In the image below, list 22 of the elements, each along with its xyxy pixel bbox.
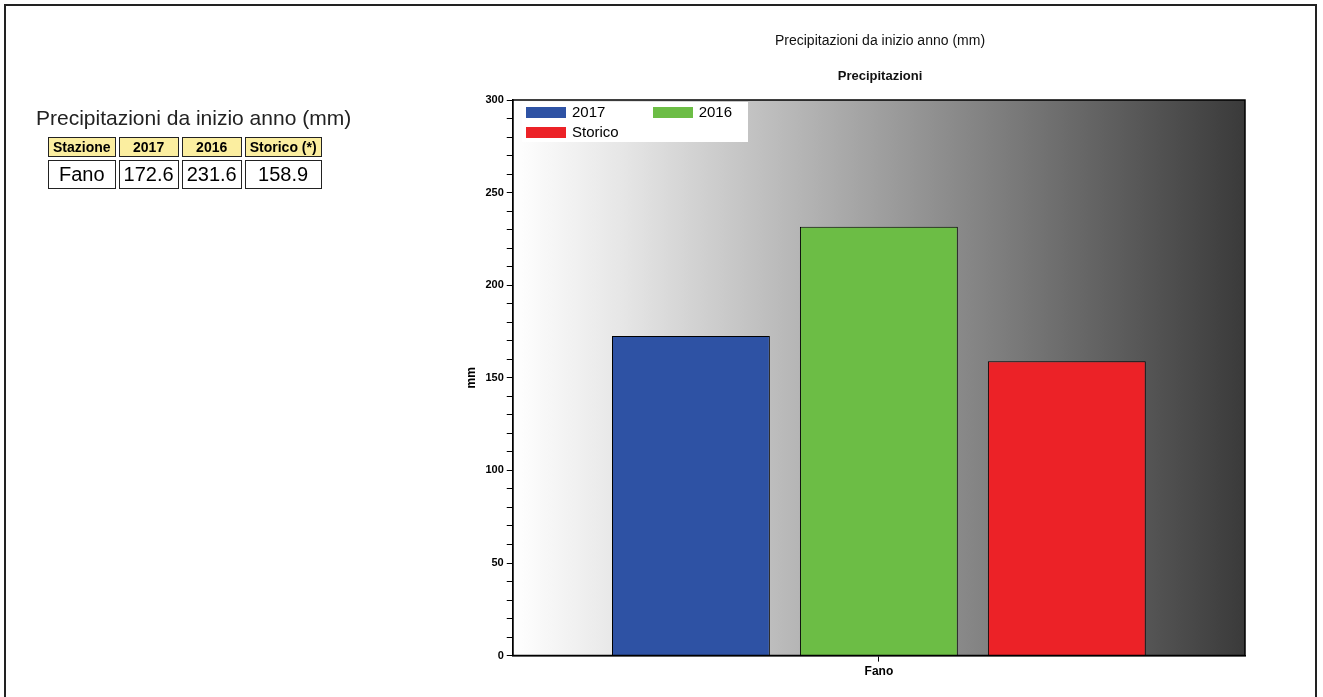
y-axis-title: mm: [463, 367, 478, 389]
text: Fano: [48, 160, 116, 189]
text: Precipitazioni da inizio anno (mm): [36, 106, 352, 130]
y-tick-label: 250: [485, 185, 504, 198]
text: 231.6: [181, 160, 242, 189]
y-tick-label: 0: [497, 648, 504, 661]
chart-subtitle: Precipitazioni: [836, 68, 924, 83]
text: 2016: [181, 137, 242, 157]
y-tick-label: 50: [491, 556, 504, 569]
text: Storico (*): [244, 137, 322, 157]
legend-label: 2016: [697, 103, 733, 121]
y-tick-label: 150: [485, 370, 504, 383]
y-tick-label: 100: [485, 463, 504, 476]
text: 172.6: [118, 160, 179, 189]
legend-label: Storico: [571, 123, 619, 141]
legend-label: 2017: [571, 103, 607, 121]
text: Stazione: [48, 137, 116, 157]
text: 158.9: [244, 160, 322, 189]
y-tick-label: 200: [485, 278, 504, 291]
chart-title: Precipitazioni da inizio anno (mm): [773, 32, 987, 48]
text: 2017: [118, 137, 179, 157]
y-tick-label: 300: [485, 93, 504, 106]
